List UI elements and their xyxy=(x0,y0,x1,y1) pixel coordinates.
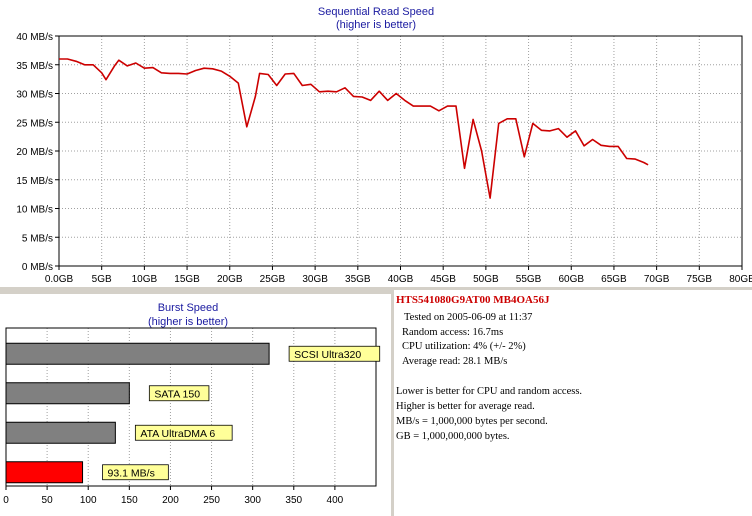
y-tick-label: 10 MB/s xyxy=(16,205,53,216)
x-tick-label: 40GB xyxy=(388,274,414,285)
burst-chart-subtitle: (higher is better) xyxy=(148,316,228,328)
read-speed-line xyxy=(59,58,649,199)
burst-x-tick-label: 200 xyxy=(162,495,179,506)
x-tick-label: 5GB xyxy=(92,274,112,285)
burst-bar-label: ATA UltraDMA 6 xyxy=(140,428,215,440)
note-gb-def: GB = 1,000,000,000 bytes. xyxy=(396,431,510,442)
x-tick-label: 55GB xyxy=(516,274,542,285)
x-tick-label: 25GB xyxy=(260,274,286,285)
cpu-utilization: CPU utilization: 4% (+/- 2%) xyxy=(402,341,526,352)
note-mbs-def: MB/s = 1,000,000 bytes per second. xyxy=(396,416,548,427)
burst-bar-label: SATA 150 xyxy=(154,388,200,400)
burst-bar xyxy=(5,461,84,484)
note-lower-better: Lower is better for CPU and random acces… xyxy=(396,386,583,397)
burst-x-tick-label: 150 xyxy=(121,495,138,506)
burst-x-tick-label: 50 xyxy=(42,495,54,506)
burst-bar-label-box xyxy=(134,424,233,441)
burst-chart-title: Burst Speed xyxy=(158,302,219,314)
y-tick-label: 30 MB/s xyxy=(16,90,53,101)
seq-chart-bg xyxy=(0,0,752,287)
average-read: Average read: 28.1 MB/s xyxy=(402,356,508,367)
seq-chart-title: Sequential Read Speed xyxy=(318,6,434,18)
burst-bar xyxy=(5,421,116,444)
burst-x-tick-label: 400 xyxy=(327,495,344,506)
burst-bar xyxy=(5,382,130,405)
burst-x-tick-label: 100 xyxy=(80,495,97,506)
x-tick-label: 80GB xyxy=(729,274,752,285)
x-tick-label: 50GB xyxy=(473,274,499,285)
y-tick-label: 15 MB/s xyxy=(16,176,53,187)
x-tick-label: 35GB xyxy=(345,274,371,285)
y-tick-label: 5 MB/s xyxy=(22,233,53,244)
note-higher-better: Higher is better for average read. xyxy=(396,401,535,412)
burst-bar-label-box xyxy=(288,345,381,362)
drive-info-panel: HTS541080G9AT00 MB4OA56J Tested on 2005-… xyxy=(396,292,748,512)
x-tick-label: 75GB xyxy=(687,274,713,285)
x-tick-label: 10GB xyxy=(132,274,158,285)
burst-x-tick-label: 350 xyxy=(285,495,302,506)
x-tick-label: 20GB xyxy=(217,274,243,285)
drive-model: HTS541080G9AT00 MB4OA56J xyxy=(396,294,550,306)
sequential-read-chart: Sequential Read Speed(higher is better) 0… xyxy=(0,0,752,290)
burst-speed-chart: Burst Speed (higher is better) 0 50 100 150 20… xyxy=(0,290,394,516)
x-tick-label: 70GB xyxy=(644,274,670,285)
x-tick-label: 0.0GB xyxy=(45,274,74,285)
burst-bar-label: 93.1 MB/s xyxy=(108,467,155,479)
y-tick-label: 35 MB/s xyxy=(16,61,53,72)
burst-x-tick-label: 300 xyxy=(244,495,261,506)
burst-bar-label-box xyxy=(102,464,169,481)
test-date: Tested on 2005-06-09 at 11:37 xyxy=(404,312,533,323)
burst-plot-frame xyxy=(5,327,377,487)
random-access: Random access: 16.7ms xyxy=(402,327,504,338)
y-tick-label: 25 MB/s xyxy=(16,118,53,129)
burst-bar-label: SCSI Ultra320 xyxy=(294,349,361,361)
burst-x-tick-label: 250 xyxy=(203,495,220,506)
x-tick-label: 60GB xyxy=(558,274,584,285)
x-tick-label: 30GB xyxy=(302,274,328,285)
x-tick-label: 65GB xyxy=(601,274,627,285)
burst-x-tick-label: 0 xyxy=(3,495,9,506)
x-tick-label: 15GB xyxy=(174,274,200,285)
burst-bar xyxy=(5,342,270,365)
burst-bar-label-box xyxy=(148,385,210,402)
y-tick-label: 0 MB/s xyxy=(22,262,53,273)
y-tick-label: 40 MB/s xyxy=(16,32,53,43)
y-tick-label: 20 MB/s xyxy=(16,147,53,158)
seq-chart-subtitle: (higher is better) xyxy=(336,19,416,31)
seq-plot-frame xyxy=(58,35,743,267)
x-tick-label: 45GB xyxy=(430,274,456,285)
